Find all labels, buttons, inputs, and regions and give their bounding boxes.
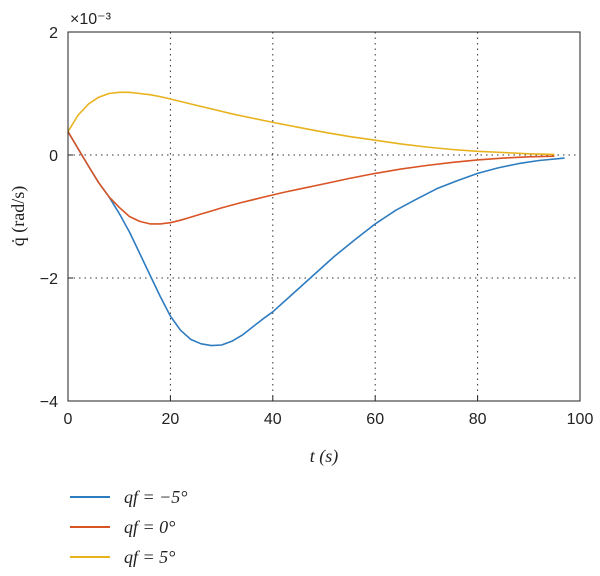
series-line-3 xyxy=(67,91,555,156)
x-tick-label: 100 xyxy=(567,411,594,428)
x-tick-label: 0 xyxy=(64,411,73,428)
legend-swatch xyxy=(70,496,110,498)
y-tick-label: −4 xyxy=(40,394,58,411)
y-multiplier: ×10⁻³ xyxy=(70,11,112,28)
legend-item-1: qf = −5° xyxy=(70,482,188,512)
y-tick-label: 0 xyxy=(49,148,58,165)
y-axis-label: q̇ (rad/s) xyxy=(8,186,29,246)
series-layer xyxy=(67,91,565,347)
legend-item-3: qf = 5° xyxy=(70,542,188,572)
series-line-2 xyxy=(67,131,555,225)
legend-swatch xyxy=(70,556,110,558)
y-tick-label: 2 xyxy=(49,25,58,42)
legend-label: qf = 5° xyxy=(124,546,176,567)
x-axis-label: t (s) xyxy=(310,446,339,467)
y-tick-label: −2 xyxy=(40,271,58,288)
plot-area xyxy=(68,32,580,401)
x-tick-label: 60 xyxy=(366,411,384,428)
x-tick-label: 20 xyxy=(162,411,180,428)
legend: qf = −5° qf = 0° qf = 5° xyxy=(70,482,188,572)
x-tick-label: 40 xyxy=(264,411,282,428)
legend-item-2: qf = 0° xyxy=(70,512,188,542)
legend-swatch xyxy=(70,526,110,528)
legend-label: qf = −5° xyxy=(124,486,188,507)
plot-frame xyxy=(67,31,581,402)
grid-lines xyxy=(68,32,580,401)
legend-label: qf = 0° xyxy=(124,516,176,537)
series-line-1 xyxy=(67,131,565,347)
x-tick-label: 80 xyxy=(469,411,487,428)
